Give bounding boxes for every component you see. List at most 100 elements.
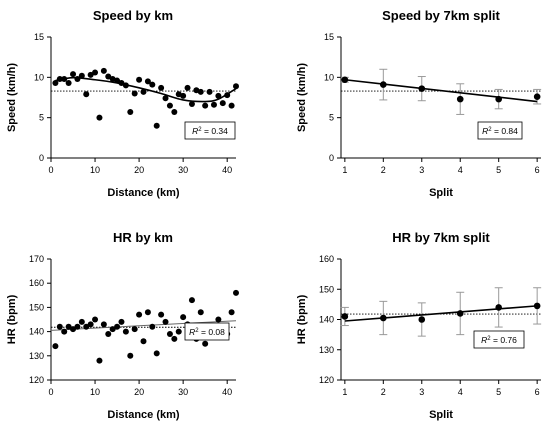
y-tick-label: 160 <box>29 278 44 288</box>
data-point <box>533 93 541 100</box>
data-point <box>418 316 426 323</box>
data-point <box>456 95 464 103</box>
data-point <box>52 79 59 86</box>
data-point <box>380 81 387 88</box>
data-point <box>184 84 191 91</box>
y-axis-label: HR (bpm) <box>6 294 18 344</box>
data-point <box>70 71 77 78</box>
data-point <box>61 328 68 335</box>
y-axis-label: Speed (km/h) <box>6 63 18 132</box>
y-tick-label: 0 <box>329 153 334 163</box>
chart-title: Speed by km <box>93 8 173 23</box>
data-point <box>140 338 147 345</box>
y-tick-label: 130 <box>29 351 44 361</box>
data-point <box>228 309 235 316</box>
chart-panel: HR by km 120 130 140 150 160 170 0 10 20 30 40 Dista… <box>6 230 239 421</box>
r-squared-value: 0.76 <box>500 335 517 345</box>
data-point <box>83 91 90 98</box>
data-point <box>87 71 94 78</box>
fit-curve <box>55 76 237 103</box>
data-point <box>78 318 85 325</box>
data-point <box>153 122 160 129</box>
data-point <box>65 323 72 330</box>
data-point <box>74 323 81 330</box>
data-point <box>158 84 165 91</box>
y-tick-label: 10 <box>324 72 334 82</box>
y-tick-label: 160 <box>319 254 334 264</box>
x-axis-label: Distance (km) <box>107 187 179 199</box>
data-point <box>533 302 541 310</box>
chart-title: HR by 7km split <box>392 230 490 245</box>
x-tick-label: 20 <box>134 165 144 175</box>
y-axis-label: HR (bpm) <box>296 294 308 344</box>
r-squared-box <box>184 322 230 341</box>
x-tick-label: 10 <box>90 165 100 175</box>
data-point <box>180 314 187 321</box>
data-point <box>228 102 235 109</box>
data-point <box>144 78 151 85</box>
x-tick-label: 1 <box>342 387 347 397</box>
x-axis-label: Split <box>429 187 453 199</box>
data-point <box>197 309 204 316</box>
data-point <box>153 350 160 357</box>
data-point <box>96 357 103 364</box>
x-tick-label: 40 <box>222 387 232 397</box>
r-squared-box <box>477 121 523 140</box>
r-squared-label: R2 = 0.84 <box>482 126 518 136</box>
chart-panel: HR by 7km split 120 130 140 150 160 1 2 3 4 5 6 Spli… <box>296 230 542 421</box>
data-point <box>109 326 116 333</box>
x-tick-label: 2 <box>381 165 386 175</box>
data-point <box>140 88 147 95</box>
chart-panel: Speed by 7km split 0 5 10 15 1 2 3 4 5 6 Split Speed… <box>296 8 542 199</box>
data-point <box>131 90 138 97</box>
r-squared-value: 0.34 <box>211 126 228 136</box>
y-tick-label: 140 <box>29 327 44 337</box>
data-point <box>149 81 156 88</box>
data-point <box>52 343 59 350</box>
r-squared-box <box>473 330 525 349</box>
data-point <box>87 321 94 328</box>
chart-title: HR by km <box>113 230 173 245</box>
data-point <box>56 75 63 82</box>
x-tick-label: 2 <box>381 387 386 397</box>
data-point <box>180 92 187 99</box>
data-point <box>166 102 173 109</box>
x-tick-label: 6 <box>535 165 540 175</box>
fit-line <box>344 78 538 103</box>
x-tick-label: 10 <box>90 387 100 397</box>
chart-panel: Speed by km 0 5 10 15 0 10 20 30 40 Distance (km) S… <box>6 8 239 199</box>
x-tick-label: 20 <box>134 387 144 397</box>
data-point <box>171 335 178 342</box>
data-point <box>188 100 195 107</box>
data-point <box>162 318 169 325</box>
x-tick-label: 3 <box>419 387 424 397</box>
y-tick-label: 150 <box>29 302 44 312</box>
data-point <box>456 310 464 317</box>
data-point <box>233 289 239 296</box>
x-tick-label: 30 <box>178 165 188 175</box>
data-point <box>158 311 165 318</box>
y-tick-label: 120 <box>319 375 334 385</box>
data-point <box>105 73 112 80</box>
fit-line <box>344 305 538 322</box>
data-point <box>215 316 222 323</box>
data-point <box>70 326 77 333</box>
data-point <box>215 92 222 99</box>
data-point <box>233 83 239 90</box>
x-tick-label: 5 <box>496 165 501 175</box>
r-squared-value: 0.08 <box>208 327 225 337</box>
x-tick-label: 40 <box>222 165 232 175</box>
data-point <box>114 77 121 84</box>
data-point <box>188 297 195 304</box>
data-point <box>118 79 125 86</box>
x-axis-label: Split <box>429 409 453 421</box>
y-tick-label: 170 <box>29 254 44 264</box>
data-point <box>144 309 151 316</box>
data-point <box>495 304 502 311</box>
data-point <box>78 72 85 79</box>
r-squared-box <box>184 121 236 140</box>
y-tick-label: 10 <box>34 72 44 82</box>
data-point <box>122 328 129 335</box>
y-tick-label: 0 <box>39 153 44 163</box>
